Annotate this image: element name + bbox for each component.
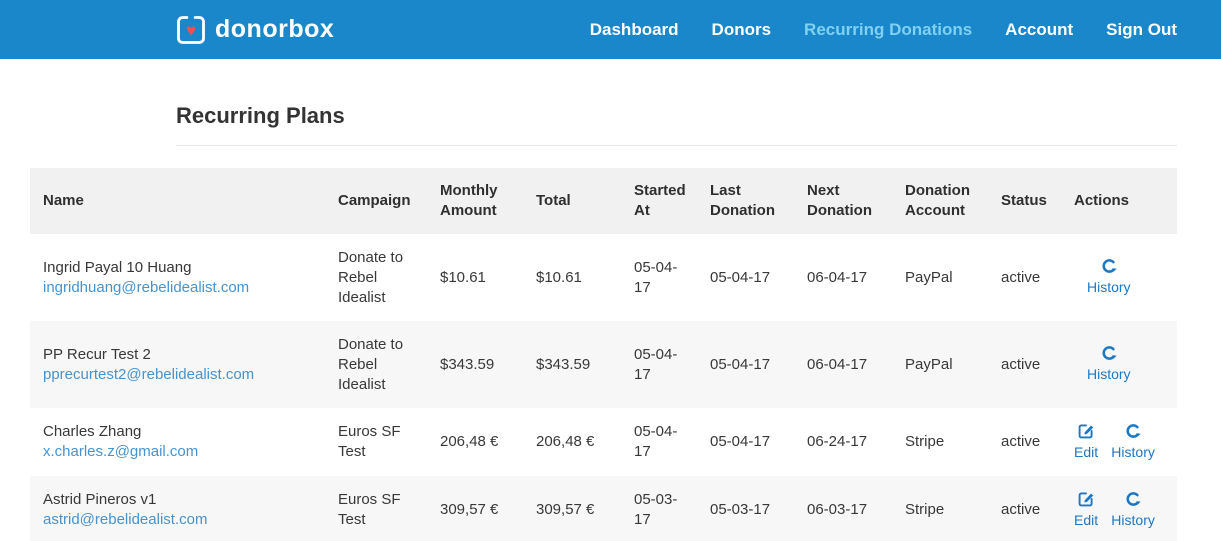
edit-button[interactable]: Edit: [1074, 491, 1098, 530]
donorbox-heart-box-icon: ♥: [176, 15, 206, 45]
started-at-cell: 05-04-17: [634, 423, 678, 460]
history-refresh-icon: [1102, 346, 1117, 360]
nav-item-dashboard[interactable]: Dashboard: [589, 19, 679, 39]
donor-email-link[interactable]: x.charles.z@gmail.com: [43, 443, 199, 460]
recurring-plans-table: Name Campaign Monthly Amount Total Start…: [30, 168, 1177, 541]
monthly-amount-cell: $343.59: [440, 355, 495, 373]
table-row: Astrid Pineros v1 astrid@rebelidealist.c…: [30, 476, 1177, 541]
col-header-campaign: Campaign: [338, 192, 411, 209]
started-at-cell: 05-04-17: [634, 258, 678, 296]
brand-wordmark: donorbox: [215, 15, 335, 43]
edit-button[interactable]: Edit: [1074, 423, 1098, 462]
col-header-name: Name: [43, 192, 84, 209]
donor-name: Charles Zhang: [43, 423, 142, 440]
nav-item-account[interactable]: Account: [1005, 19, 1074, 39]
top-navbar: ♥ donorbox Dashboard Donors Recurring Do…: [0, 0, 1221, 59]
nav-item-donors[interactable]: Donors: [711, 19, 772, 39]
total-cell: $10.61: [536, 268, 582, 286]
donation-account-cell: Stripe: [905, 433, 945, 450]
monthly-amount-cell: $10.61: [440, 268, 486, 286]
col-header-started-at: Started At: [634, 182, 686, 219]
campaign-cell: Euros SF Test: [338, 491, 401, 528]
table-row: Ingrid Payal 10 Huang ingridhuang@rebeli…: [30, 234, 1177, 321]
donorbox-logo[interactable]: ♥ donorbox: [176, 15, 334, 45]
next-donation-cell: 06-03-17: [807, 501, 868, 518]
status-cell: active: [1001, 501, 1041, 518]
col-header-monthly-amount: Monthly Amount: [440, 182, 498, 219]
status-cell: active: [1001, 268, 1041, 286]
donor-name: Astrid Pineros v1: [43, 491, 157, 508]
edit-pencil-icon: [1078, 423, 1094, 438]
donor-name: Ingrid Payal 10 Huang: [43, 258, 192, 276]
col-header-last-donation: Last Donation: [710, 182, 775, 219]
donation-account-cell: PayPal: [905, 355, 953, 373]
col-header-status: Status: [1001, 192, 1047, 209]
status-cell: active: [1001, 433, 1041, 450]
donation-account-cell: Stripe: [905, 501, 945, 518]
table-row: PP Recur Test 2 pprecurtest2@rebelideali…: [30, 321, 1177, 408]
started-at-cell: 05-04-17: [634, 345, 678, 383]
started-at-cell: 05-03-17: [634, 491, 678, 528]
nav-item-recurring-donations[interactable]: Recurring Donations: [804, 19, 973, 39]
last-donation-cell: 05-04-17: [710, 268, 771, 286]
heart-icon: ♥: [185, 20, 197, 40]
nav-item-sign-out[interactable]: Sign Out: [1106, 19, 1177, 39]
donor-email-link[interactable]: ingridhuang@rebelidealist.com: [43, 278, 250, 296]
monthly-amount-cell: 309,57 €: [440, 501, 499, 518]
col-header-actions: Actions: [1074, 192, 1130, 209]
total-cell: $343.59: [536, 355, 591, 373]
history-refresh-icon: [1102, 259, 1117, 273]
col-header-total: Total: [536, 192, 571, 209]
next-donation-cell: 06-24-17: [807, 433, 868, 450]
last-donation-cell: 05-04-17: [710, 355, 771, 373]
table-row: Charles Zhang x.charles.z@gmail.com Euro…: [30, 408, 1177, 476]
monthly-amount-cell: 206,48 €: [440, 433, 499, 450]
donor-email-link[interactable]: astrid@rebelidealist.com: [43, 511, 208, 528]
next-donation-cell: 06-04-17: [807, 355, 868, 373]
last-donation-cell: 05-03-17: [710, 501, 771, 518]
col-header-donation-account: Donation Account: [905, 182, 970, 219]
history-button[interactable]: History: [1111, 423, 1155, 462]
history-refresh-icon: [1126, 423, 1141, 438]
next-donation-cell: 06-04-17: [807, 268, 868, 286]
campaign-cell: Donate to Rebel Idealist: [338, 248, 404, 306]
last-donation-cell: 05-04-17: [710, 433, 771, 450]
page-title: Recurring Plans: [176, 103, 345, 128]
history-button[interactable]: History: [1111, 491, 1155, 530]
page-header: Recurring Plans: [176, 103, 1177, 146]
campaign-cell: Euros SF Test: [338, 423, 401, 460]
col-header-next-donation: Next Donation: [807, 182, 872, 219]
table-header-row: Name Campaign Monthly Amount Total Start…: [30, 168, 1177, 234]
donation-account-cell: PayPal: [905, 268, 953, 286]
nav-links: Dashboard Donors Recurring Donations Acc…: [557, 20, 1177, 40]
total-cell: 309,57 €: [536, 501, 595, 518]
donor-name: PP Recur Test 2: [43, 345, 151, 363]
edit-pencil-icon: [1078, 491, 1094, 506]
history-refresh-icon: [1126, 491, 1141, 506]
campaign-cell: Donate to Rebel Idealist: [338, 335, 404, 393]
total-cell: 206,48 €: [536, 433, 595, 450]
history-button[interactable]: History: [1087, 345, 1131, 384]
status-cell: active: [1001, 355, 1041, 373]
donor-email-link[interactable]: pprecurtest2@rebelidealist.com: [43, 365, 255, 383]
history-button[interactable]: History: [1087, 258, 1131, 297]
